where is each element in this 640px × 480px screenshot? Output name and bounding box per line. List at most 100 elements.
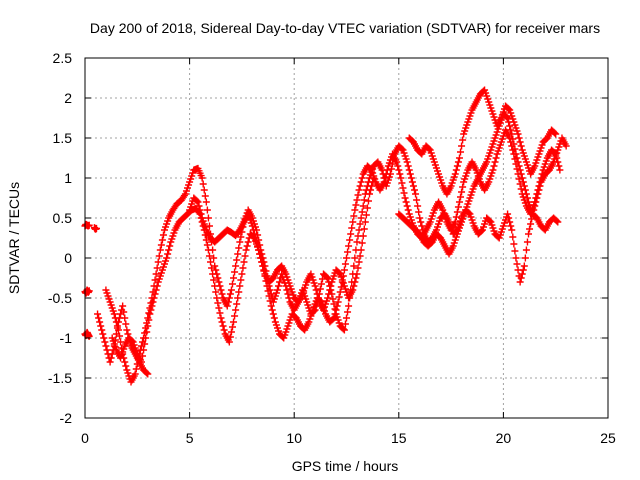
data-point [394,162,402,170]
data-point [111,314,119,322]
data-point [323,273,331,281]
data-point [347,230,355,238]
y-tick-label: 2.5 [53,50,73,66]
data-point [538,170,546,178]
data-point [143,369,151,377]
data-point [124,330,132,338]
data-point [266,297,274,305]
data-point [345,242,353,250]
data-point [396,170,404,178]
data-point [238,270,246,278]
data-point [257,254,265,262]
data-point [235,244,243,252]
data-point [414,202,422,210]
data-point [94,310,102,318]
data-point [398,145,406,153]
data-point [225,338,233,346]
data-point [504,114,512,122]
data-point [517,142,525,150]
data-point [340,266,348,274]
y-axis-label: SDTVAR / TECUs [6,182,22,294]
x-tick-label: 20 [496,430,512,446]
series-track-c [81,328,93,340]
data-point [284,290,292,298]
data-point [339,325,347,333]
data-point [509,233,517,241]
data-point [451,170,459,178]
data-point [556,166,564,174]
data-point [317,280,325,288]
data-point [515,134,523,142]
data-point [508,226,516,234]
y-tick-label: 1.5 [53,130,73,146]
data-point [404,206,412,214]
data-point [343,254,350,262]
data-point [98,326,106,334]
tick-marks [84,57,609,419]
data-point [259,262,267,270]
data-point [335,293,343,301]
data-point [149,298,157,306]
data-point [212,288,220,296]
y-tick-label: 0.5 [53,210,73,226]
data-point [314,294,322,302]
data-point [85,221,93,229]
data-point [146,310,154,318]
y-tick-label: -2 [60,410,73,426]
data-point [492,154,500,162]
data-point [511,155,519,163]
data-point [536,178,544,186]
data-point [525,230,533,238]
data-point [164,250,172,258]
data-point [103,346,111,354]
data-point [85,332,93,340]
data-point [395,166,403,174]
data-point [153,264,161,272]
data-point [255,246,263,254]
data-point [521,186,529,194]
data-point [531,198,539,206]
data-point [413,196,421,204]
data-point [214,274,222,282]
data-point [356,182,364,190]
data-point [128,337,136,345]
data-point [553,154,561,162]
data-point [114,326,122,334]
data-point [343,314,350,322]
data-point [359,232,367,240]
data-point [350,262,358,270]
data-point [145,316,153,324]
data-point [253,238,261,246]
data-point [205,252,213,260]
data-point [465,209,473,217]
data-point [526,225,534,233]
data-point [405,166,413,174]
data-point [249,226,257,234]
data-point [399,184,407,192]
data-point [254,242,262,250]
data-point [194,198,202,206]
data-point [341,260,349,268]
data-point [554,218,562,226]
data-point [351,278,359,286]
data-point [240,258,248,266]
data-point [264,287,272,295]
data-point [316,285,324,293]
data-point [518,270,526,278]
data-point [491,158,499,166]
data-point [352,274,360,282]
data-point [562,142,570,150]
data-point [116,332,124,340]
data-point [452,213,460,221]
data-point [452,166,460,174]
data-point [477,227,485,235]
series-track-g [108,126,564,366]
data-point [458,142,466,150]
data-point [398,179,406,187]
data-point [213,294,221,302]
data-point [335,269,343,277]
data-point [457,193,465,201]
data-point [368,182,376,190]
data-point [201,192,209,200]
data-point [403,158,411,166]
